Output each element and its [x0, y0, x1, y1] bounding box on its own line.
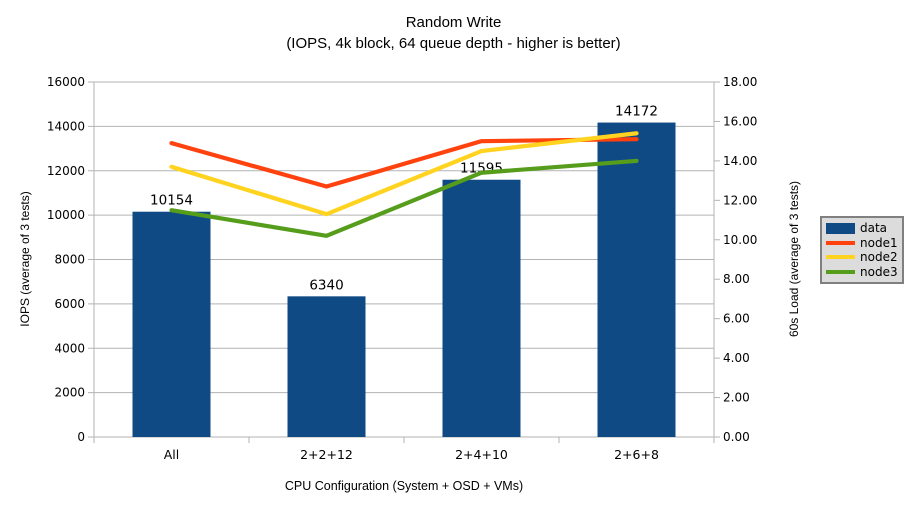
legend-line-swatch: [826, 269, 855, 274]
chart-subtitle: (IOPS, 4k block, 64 queue depth - higher…: [286, 35, 621, 52]
x-category-label: 2+6+8: [614, 447, 659, 462]
bar-2+4+10: [442, 179, 521, 437]
left-tick-label: 4000: [54, 341, 85, 355]
right-tick-label: 10.00: [723, 233, 757, 247]
x-category-label: 2+2+12: [300, 447, 353, 462]
legend-label: node3: [860, 264, 898, 279]
line-node3: [169, 158, 639, 238]
x-axis-title: CPU Configuration (System + OSD + VMs): [284, 479, 524, 493]
left-tick-label: 12000: [47, 164, 85, 178]
right-tick-label: 6.00: [723, 312, 750, 326]
line-node1: [169, 137, 639, 189]
legend-item-data: data: [826, 221, 898, 235]
legend-line-swatch: [826, 240, 855, 245]
x-category-label: 2+4+10: [455, 447, 508, 462]
left-tick-label: 14000: [47, 119, 85, 133]
legend-item-node1: node1: [826, 236, 898, 250]
right-tick-label: 12.00: [723, 193, 757, 207]
right-tick-label: 16.00: [723, 114, 757, 128]
chart-title: Random Write: [405, 14, 502, 31]
right-tick-label: 2.00: [723, 391, 750, 405]
bar-2+6+8: [597, 122, 676, 437]
bar-All: [132, 211, 211, 437]
legend-label: node2: [860, 250, 898, 265]
right-tick-label: 4.00: [723, 351, 750, 365]
left-tick-label: 10000: [47, 208, 85, 222]
bar-data-label: 14172: [615, 104, 658, 120]
bar-2+2+12: [287, 296, 366, 437]
legend-label: data: [860, 221, 888, 236]
bar-data-label: 6340: [309, 277, 343, 293]
left-tick-label: 2000: [54, 386, 85, 400]
right-tick-label: 8.00: [723, 272, 750, 286]
line-node2: [169, 131, 639, 217]
left-tick-label: 16000: [47, 75, 85, 89]
right-tick-label: 18.00: [723, 75, 757, 89]
bar-data-label: 10154: [150, 193, 193, 209]
left-tick-label: 6000: [54, 297, 85, 311]
right-tick-label: 14.00: [723, 154, 757, 168]
legend-item-node2: node2: [826, 250, 898, 264]
legend-line-swatch: [826, 255, 855, 260]
left-tick-label: 8000: [54, 253, 85, 267]
legend-item-node3: node3: [826, 265, 898, 279]
x-category-label: All: [164, 447, 180, 462]
legend-label: node1: [860, 235, 898, 250]
legend-box-swatch: [826, 222, 855, 234]
right-tick-label: 0.00: [723, 430, 750, 444]
left-tick-label: 0: [77, 430, 85, 444]
legend: data node1 node2 node3: [820, 216, 904, 284]
